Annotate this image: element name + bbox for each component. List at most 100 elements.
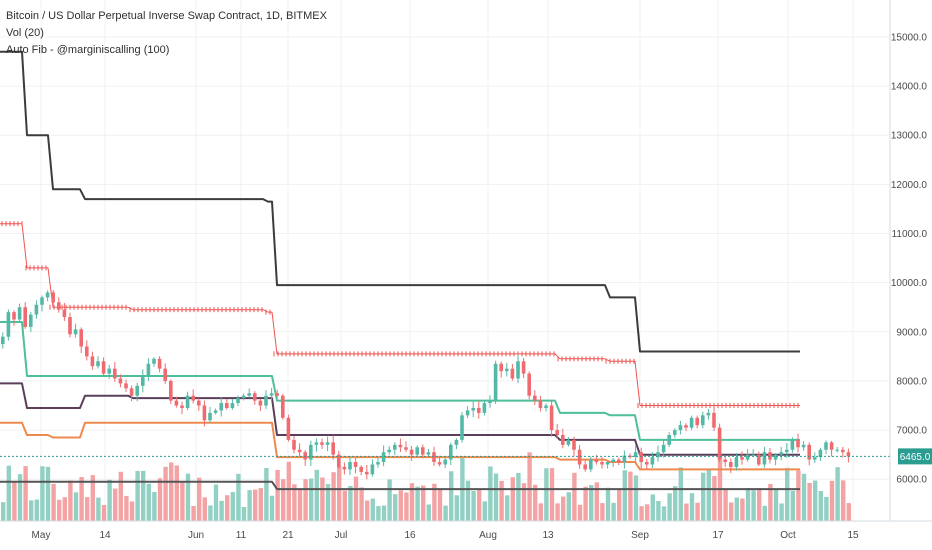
volume-bar [34, 499, 39, 521]
volume-bar [1, 502, 6, 521]
volume-bar [73, 492, 79, 521]
candle-body [499, 363, 503, 372]
volume-bar [465, 480, 471, 521]
volume-bar [443, 505, 448, 521]
candle-body [432, 452, 436, 463]
candle-body [701, 415, 705, 426]
candle-body [521, 361, 526, 374]
volume-bar [499, 480, 504, 521]
volume-bar [426, 504, 431, 521]
fib-levels [0, 50, 800, 491]
volume-bar [477, 489, 482, 521]
volume-bar [387, 479, 392, 521]
x-tick-label: May [32, 530, 51, 541]
volume-bar [415, 486, 420, 521]
candle-body [600, 462, 604, 465]
candle-body [594, 459, 599, 463]
candle-body [409, 449, 414, 455]
candle-body [236, 398, 240, 404]
volume-bar [409, 483, 415, 521]
volume-bar [135, 470, 140, 521]
candle-body [785, 449, 789, 453]
candle-body [23, 307, 27, 327]
candle-body [113, 368, 117, 379]
candle-body [230, 403, 235, 408]
candle-body [639, 452, 643, 463]
candle-body [740, 457, 744, 460]
x-tick-label: 21 [282, 530, 294, 541]
candle-body [555, 430, 559, 435]
price-axis[interactable]: 15000.0 14000.0 13000.0 12000.0 11000.0 10000… [891, 32, 928, 485]
volume-bar [622, 470, 627, 521]
volume-bar [689, 493, 695, 521]
candle-body [275, 393, 279, 396]
candle-body [695, 417, 699, 426]
volume-bar [141, 470, 146, 521]
candle-body [723, 459, 727, 463]
volume-bar [437, 489, 443, 521]
volume-bar [824, 496, 829, 521]
x-tick-label: Aug [479, 530, 497, 541]
candle-body [689, 417, 694, 428]
candle-body [678, 425, 683, 431]
candle-body [846, 452, 851, 457]
candle-body [645, 462, 649, 465]
volume-bar [717, 454, 723, 521]
volume-bar [471, 490, 476, 521]
y-tick-label: 6000.0 [896, 475, 927, 486]
candle-body [734, 457, 739, 467]
volume-bar [701, 472, 706, 521]
candle-body [667, 435, 671, 445]
volume-bar [152, 491, 157, 521]
candle-body [566, 439, 571, 445]
symbol-title[interactable]: Bitcoin / US Dollar Perpetual Inverse Sw… [6, 10, 327, 22]
volume-bar [751, 490, 756, 521]
candle-body [404, 447, 408, 450]
candle-body [505, 368, 509, 372]
volume-bar [269, 495, 275, 521]
candle-body [482, 403, 487, 413]
candle-body [605, 462, 610, 465]
fib-line-level-3 [0, 321, 800, 441]
volume-bar [449, 471, 454, 521]
candle-body [163, 368, 167, 381]
volume-bar [656, 500, 661, 521]
candle-body [751, 454, 755, 456]
candle-body [79, 329, 83, 347]
volume-bar [236, 473, 241, 521]
volume-bar [370, 498, 375, 521]
volume-bar [174, 465, 179, 521]
autofib-indicator-label[interactable]: Auto Fib - @marginiscalling (100) [6, 44, 170, 56]
candle-body [17, 307, 22, 320]
volume-bar [157, 478, 163, 521]
candle-body [572, 439, 576, 450]
volume-bar [342, 490, 347, 521]
candle-body [124, 383, 128, 389]
volume-indicator-label[interactable]: Vol (20) [6, 27, 44, 39]
candle-body [661, 444, 666, 453]
candle-body [393, 444, 397, 450]
candle-body [773, 454, 778, 460]
volume-bar [241, 506, 247, 521]
y-tick-label: 12000.0 [891, 180, 928, 191]
volume-bar [118, 471, 123, 521]
volume-bar [85, 497, 90, 521]
candle-body [365, 471, 369, 475]
candle-body [40, 297, 44, 305]
time-axis[interactable]: May 14 Jun 11 21 Jul 16 Aug 13 Sep 17 Oct 15 [32, 530, 859, 541]
volume-bar [813, 480, 818, 521]
volume-bar [101, 504, 107, 521]
candle-body [633, 452, 638, 458]
candle-body [454, 439, 459, 445]
volume-bar [107, 479, 112, 521]
volume-bar [510, 477, 515, 521]
candle-body [465, 410, 470, 416]
y-tick-label: 10000.0 [891, 278, 928, 289]
candle-body [29, 314, 33, 327]
candle-body [426, 452, 431, 455]
volume-bar [516, 472, 521, 521]
volume-bar [667, 493, 672, 521]
volume-bar [331, 472, 336, 521]
candle-body [712, 412, 716, 428]
